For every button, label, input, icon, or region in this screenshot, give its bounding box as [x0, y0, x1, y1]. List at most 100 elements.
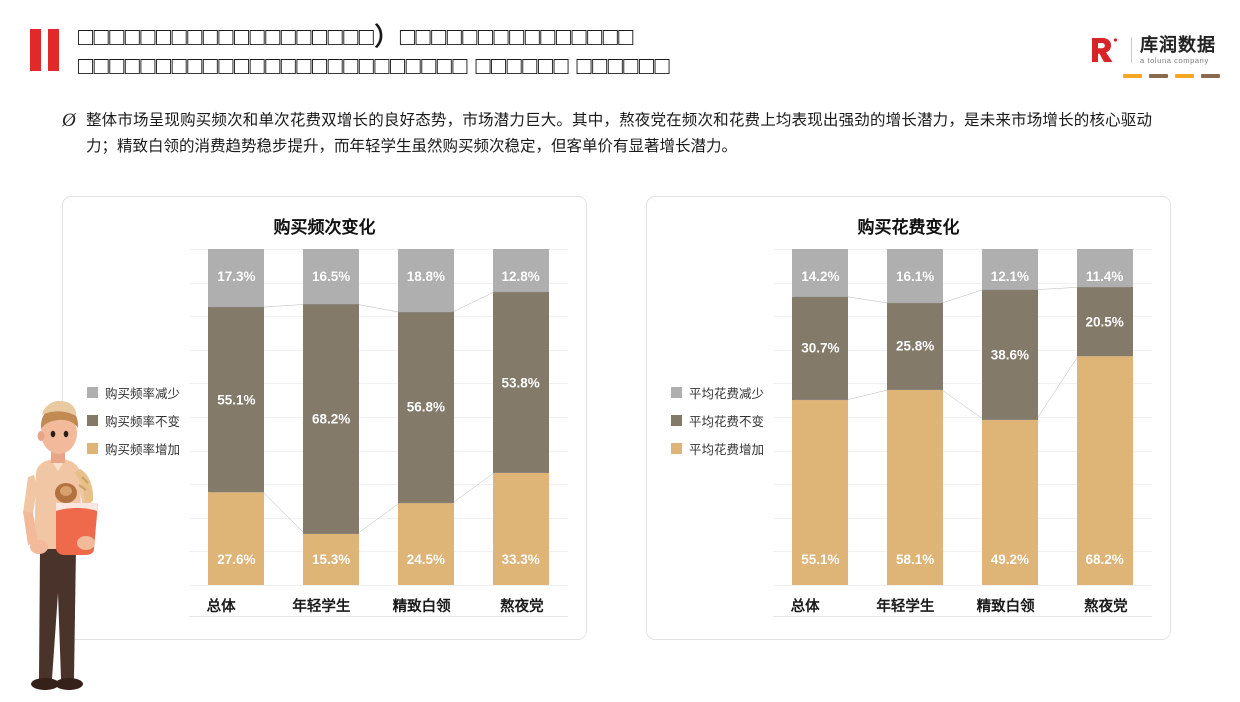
chart-title: 购买频次变化 [273, 218, 376, 237]
bar-segment-increase: 24.5% [397, 502, 454, 585]
legend-item-increase[interactable]: 平均花费增加 [671, 439, 764, 458]
legend-item-unchanged[interactable]: 平均花费不变 [671, 411, 764, 430]
bar-segment-unchanged: 68.2% [303, 304, 360, 534]
bar-segment-increase: 55.1% [792, 399, 849, 585]
bar-column: 14.2% 30.7% 55.1% [792, 249, 849, 585]
bar-value-label: 38.6% [990, 347, 1030, 363]
bar-segment-increase: 15.3% [303, 533, 360, 585]
x-axis-labels: 总体 年轻学生 精致白领 熬夜党 [755, 595, 1156, 616]
legend-swatch-icon [671, 443, 682, 454]
chart-title: 购买花费变化 [857, 218, 960, 237]
x-axis-line [773, 616, 1152, 617]
page-title: □□□□□□□□□□□□□□□□□□□）□□□□□□□□□□□□□□□ □□□□… [78, 23, 671, 80]
bar-segment-unchanged: 53.8% [492, 292, 549, 474]
bar-value-label: 20.5% [1085, 314, 1124, 330]
bar-value-label: 49.2% [990, 552, 1030, 567]
kurun-r-logo-icon [1090, 36, 1124, 64]
stacked-bars: 17.3% 55.1% 27.6% 16.5% 68.2% 15.3% 18.8% 56.8%… [189, 249, 568, 585]
x-axis-label: 熬夜党 [500, 599, 544, 615]
slide-header: □□□□□□□□□□□□□□□□□□□）□□□□□□□□□□□□□□□ □□□□… [0, 0, 1240, 95]
logo-divider [1131, 37, 1132, 63]
legend-label: 平均花费减少 [689, 387, 765, 401]
bar-value-label: 68.2% [1085, 552, 1124, 567]
legend-item-decrease[interactable]: 平均花费减少 [671, 383, 764, 402]
chart-legend: 平均花费减少 平均花费不变 平均花费增加 [671, 383, 764, 458]
legend-swatch-icon [87, 443, 98, 454]
bar-value-label: 68.2% [311, 411, 351, 427]
legend-item-unchanged[interactable]: 购买频率不变 [87, 411, 180, 430]
bar-value-label: 24.5% [406, 552, 446, 567]
bar-segment-increase: 49.2% [981, 419, 1038, 585]
bar-column: 18.8% 56.8% 24.5% [397, 249, 454, 585]
bar-value-label: 55.1% [801, 552, 840, 567]
bullet-paragraph: 整体市场呈现购买频次和单次花费双增长的良好态势，市场潜力巨大。其中，熬夜党在频次… [86, 112, 1152, 155]
legend-item-decrease[interactable]: 购买频率减少 [87, 383, 180, 402]
bar-value-label: 16.5% [311, 269, 351, 285]
bar-segment-decrease: 11.4% [1076, 249, 1133, 288]
bar-column: 11.4% 20.5% 68.2% [1076, 249, 1133, 585]
legend-swatch-icon [87, 387, 98, 398]
legend-swatch-icon [671, 387, 682, 398]
x-axis-labels: 总体 年轻学生 精致白领 熬夜党 [171, 595, 572, 616]
logo-dashes [1123, 74, 1220, 78]
bar-column: 12.8% 53.8% 33.3% [492, 249, 549, 585]
bar-value-label: 53.8% [501, 375, 540, 391]
bar-segment-unchanged: 38.6% [981, 290, 1038, 420]
bar-column: 16.1% 25.8% 58.1% [887, 249, 944, 585]
x-axis-label: 精致白领 [392, 599, 451, 615]
legend-label: 购买频率增加 [105, 443, 181, 457]
x-axis-label: 年轻学生 [876, 599, 935, 615]
legend-label: 购买频率不变 [105, 415, 181, 429]
legend-item-increase[interactable]: 购买频率增加 [87, 439, 180, 458]
bar-segment-unchanged: 55.1% [208, 307, 265, 493]
chart-legend: 购买频率减少 购买频率不变 购买频率增加 [87, 383, 180, 458]
bar-value-label: 30.7% [801, 340, 840, 356]
bar-value-label: 12.1% [990, 269, 1030, 285]
legend-label: 购买频率减少 [105, 387, 181, 401]
x-axis-label: 年轻学生 [292, 599, 351, 615]
bar-segment-increase: 68.2% [1076, 356, 1133, 585]
bar-segment-decrease: 17.3% [208, 249, 265, 308]
bar-value-label: 27.6% [217, 552, 256, 567]
x-axis: 总体 年轻学生 精致白领 熬夜党 [665, 595, 1156, 617]
stacked-bars: 14.2% 30.7% 55.1% 16.1% 25.8% 58.1% 12.1% 38.6%… [773, 249, 1152, 585]
x-axis-line [189, 616, 568, 617]
x-axis-label: 精致白领 [976, 599, 1035, 615]
x-axis-label: 熬夜党 [1084, 599, 1128, 615]
bar-value-label: 25.8% [895, 338, 935, 354]
bar-value-label: 16.1% [895, 269, 935, 285]
bar-value-label: 14.2% [801, 269, 840, 285]
bar-segment-decrease: 16.5% [303, 249, 360, 305]
bar-segment-unchanged: 56.8% [397, 312, 454, 503]
title-accent-bars [30, 29, 60, 71]
bar-value-label: 18.8% [406, 269, 446, 284]
brand-logo: 库润数据 a toluna company [1090, 33, 1220, 83]
bar-value-label: 33.3% [501, 552, 540, 567]
bullet-marker: Ø [62, 110, 76, 131]
legend-label: 平均花费不变 [689, 415, 765, 429]
legend-swatch-icon [87, 415, 98, 426]
bar-column: 12.1% 38.6% 49.2% [981, 249, 1038, 585]
bar-segment-decrease: 12.8% [492, 249, 549, 293]
bar-value-label: 55.1% [217, 392, 256, 408]
person-with-grocery-bag-illustration [6, 397, 110, 697]
bar-value-label: 11.4% [1085, 269, 1124, 284]
bar-segment-increase: 58.1% [887, 389, 944, 585]
logo-name-en: a toluna company [1140, 55, 1209, 65]
bar-value-label: 17.3% [217, 269, 256, 285]
bar-segment-unchanged: 25.8% [887, 303, 944, 390]
bar-column: 17.3% 55.1% 27.6% [208, 249, 265, 585]
chart-card-frequency: 购买频次变化 17.3% 55.1% 27.6% 16.5% 68.2% 15.3% 18.… [62, 196, 587, 640]
logo-name-cn: 库润数据 [1140, 34, 1216, 55]
x-axis-label: 总体 [206, 599, 236, 615]
legend-label: 平均花费增加 [689, 443, 765, 457]
bar-value-label: 58.1% [895, 552, 935, 567]
bar-segment-unchanged: 20.5% [1076, 287, 1133, 357]
summary-bullet: Ø 整体市场呈现购买频次和单次花费双增长的良好态势，市场潜力巨大。其中，熬夜党在… [62, 108, 1152, 160]
bar-value-label: 12.8% [501, 269, 540, 285]
bar-value-label: 56.8% [406, 399, 446, 415]
bar-segment-decrease: 16.1% [887, 249, 944, 304]
bar-segment-decrease: 18.8% [397, 249, 454, 313]
plot-area: 17.3% 55.1% 27.6% 16.5% 68.2% 15.3% 18.8% 56.8%… [81, 249, 572, 586]
x-axis: 总体 年轻学生 精致白领 熬夜党 [81, 595, 572, 617]
